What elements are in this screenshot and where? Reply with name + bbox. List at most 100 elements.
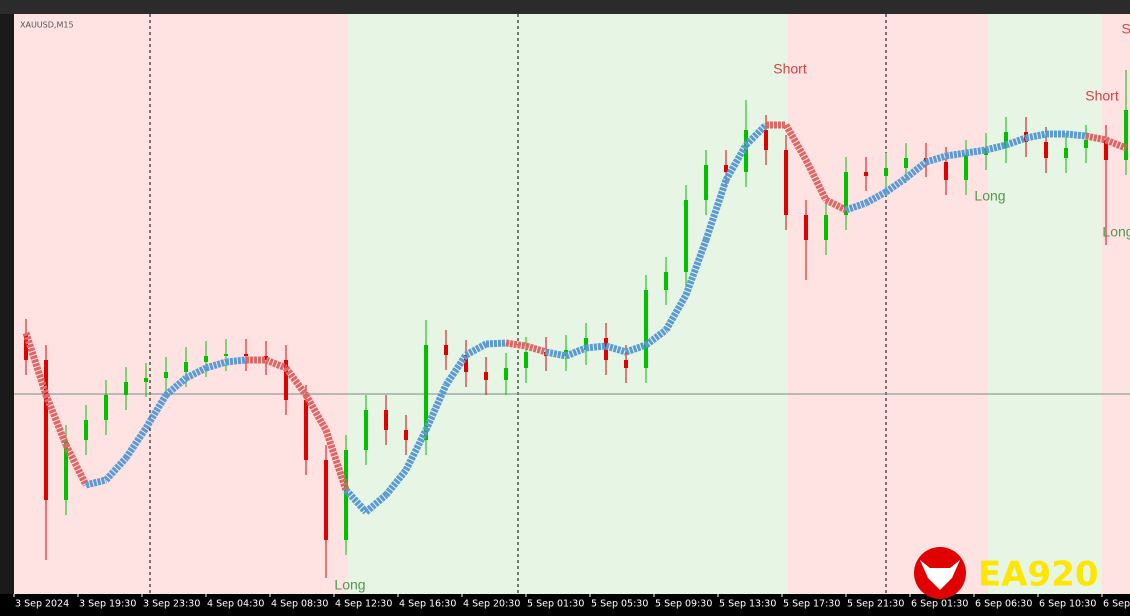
candle-body <box>684 200 688 272</box>
signal-label: Long <box>1102 224 1130 240</box>
trend-segment <box>545 348 567 360</box>
candle-body <box>644 290 648 368</box>
trend-segment <box>422 383 450 432</box>
candle-body <box>184 362 188 372</box>
candle-body <box>264 356 268 360</box>
trend-segment <box>903 159 929 181</box>
trend-segment <box>103 455 129 483</box>
x-tick-label: 3 Sep 19:30 <box>79 599 136 610</box>
candle-body <box>1044 142 1048 158</box>
trend-segment <box>722 143 750 182</box>
candle-body <box>404 430 408 440</box>
logo-text: EA920 <box>978 555 1099 595</box>
trend-segment <box>184 364 208 382</box>
x-tick-label: 5 Sep 21:30 <box>847 599 904 610</box>
candle-body <box>284 360 288 400</box>
signal-label: Short <box>1085 88 1119 104</box>
signal-label: Long <box>974 188 1005 204</box>
signal-label: Sh <box>1121 21 1130 37</box>
x-tick-label: 4 Sep 08:30 <box>271 599 328 610</box>
trend-segment <box>844 199 868 214</box>
logo-bull <box>920 560 960 590</box>
candle-body <box>784 150 788 215</box>
candle-body <box>124 382 128 395</box>
x-tick-label: 5 Sep 13:30 <box>719 599 776 610</box>
candle-body <box>1104 140 1108 160</box>
trend-segment <box>1104 136 1128 152</box>
trend-segment <box>1025 130 1047 142</box>
candle-body <box>204 356 208 362</box>
trend-segment <box>524 342 548 356</box>
x-tick-label: 6 Sep 01:30 <box>911 599 968 610</box>
candle-body <box>164 372 168 378</box>
x-axis: 3 Sep 2024 3 Sep 19:30 3 Sep 23:30 4 Sep 04… <box>0 594 1130 616</box>
trend-segment <box>682 238 710 297</box>
candle-body <box>344 450 348 540</box>
zone <box>788 14 988 594</box>
trend-segment <box>163 375 189 398</box>
trend-segment <box>402 428 430 472</box>
candle-body <box>904 158 908 168</box>
candle-body <box>664 272 668 290</box>
trend-segment <box>643 327 669 348</box>
trend-segment <box>702 178 730 242</box>
left-frame <box>0 14 14 594</box>
candle-body <box>584 338 588 350</box>
trend-segment <box>42 393 70 447</box>
x-tick-label: 3 Sep 23:30 <box>143 599 200 610</box>
trend-segment <box>322 428 350 492</box>
candle-body <box>844 172 848 215</box>
x-tick-label: 4 Sep 20:30 <box>463 599 520 610</box>
symbol-label: XAUUSD,M15 <box>20 21 74 30</box>
trend-segment <box>1085 132 1107 144</box>
candle-body <box>424 345 428 440</box>
candle-body <box>484 372 488 380</box>
signal-label: Short <box>773 61 807 77</box>
candle-body <box>1124 110 1128 160</box>
trend-segment <box>743 122 769 148</box>
x-tick-label: 3 Sep 2024 <box>15 599 69 610</box>
trend-segment <box>204 358 228 372</box>
signal-label: Long <box>334 577 365 593</box>
trend-segment <box>985 141 1007 154</box>
x-tick-label: 5 Sep 05:30 <box>591 599 648 610</box>
plot-area: Long Short Long Short Long Sh <box>14 14 1130 594</box>
trend-segment <box>443 353 469 387</box>
trend-segment <box>363 492 389 515</box>
x-tick-label: 5 Sep 01:30 <box>527 599 584 610</box>
trend-segment <box>383 467 409 498</box>
candle-body <box>804 215 808 240</box>
candle-body <box>884 168 888 176</box>
window-bar <box>0 0 1130 14</box>
candle-body <box>64 440 68 500</box>
x-axis-bar <box>0 594 1130 616</box>
candle-body <box>224 354 228 356</box>
trend-segment <box>264 356 288 372</box>
trend-segment <box>343 487 369 515</box>
trend-segment <box>585 342 607 352</box>
x-tick-label: 5 Sep 09:30 <box>655 599 712 610</box>
candle-body <box>24 334 28 360</box>
trend-segment <box>302 393 330 432</box>
trend-segment <box>1065 130 1087 140</box>
candle-body <box>944 162 948 180</box>
candle-body <box>1004 132 1008 148</box>
trend-segment <box>824 196 848 214</box>
trend-segment <box>62 443 90 487</box>
logo: EA920 <box>914 547 1099 599</box>
trend-segment <box>662 293 690 332</box>
trend-segment <box>564 344 588 360</box>
trend-segment <box>945 149 967 160</box>
trend-segment <box>485 339 507 348</box>
x-tick-label: 6 Sep 10:30 <box>1039 599 1096 610</box>
trend-segment <box>1004 134 1028 149</box>
zone <box>988 14 1102 594</box>
candle-body <box>384 410 388 430</box>
candle-body <box>444 345 448 355</box>
trend-segment <box>604 342 628 356</box>
trend-segment <box>782 123 810 162</box>
candle-body <box>504 368 508 380</box>
trend-segment <box>123 426 149 460</box>
